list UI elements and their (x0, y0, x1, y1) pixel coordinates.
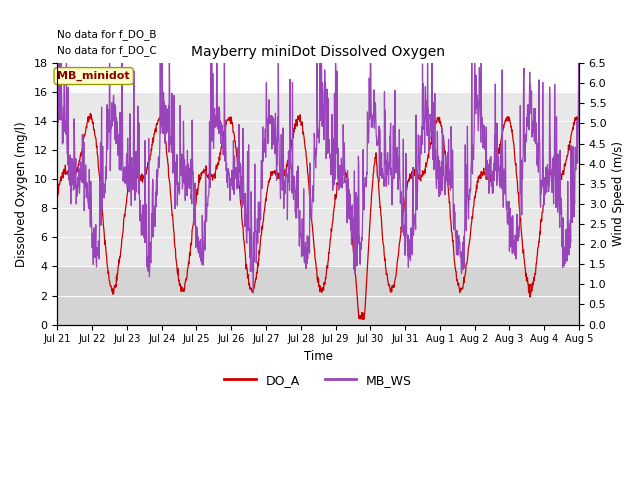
Text: MB_minidot: MB_minidot (58, 71, 130, 81)
Y-axis label: Dissolved Oxygen (mg/l): Dissolved Oxygen (mg/l) (15, 121, 28, 266)
X-axis label: Time: Time (304, 350, 333, 363)
Title: Mayberry miniDot Dissolved Oxygen: Mayberry miniDot Dissolved Oxygen (191, 45, 445, 59)
Y-axis label: Wind Speed (m/s): Wind Speed (m/s) (612, 141, 625, 246)
Text: No data for f_DO_B: No data for f_DO_B (58, 29, 157, 40)
Bar (58, 266, 579, 324)
Bar (58, 92, 579, 266)
Legend: DO_A, MB_WS: DO_A, MB_WS (220, 369, 417, 392)
Text: No data for f_DO_C: No data for f_DO_C (58, 45, 157, 56)
